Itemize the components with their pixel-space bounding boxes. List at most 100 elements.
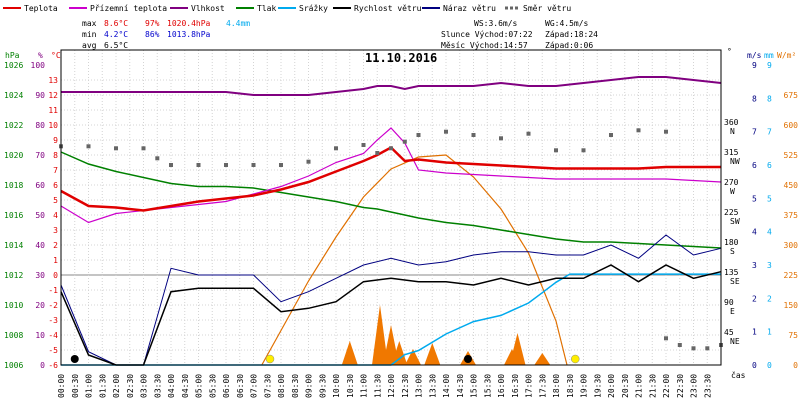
ms-tick-label: 8 xyxy=(752,94,757,103)
pct-tick-label: 70 xyxy=(35,151,45,160)
ground-temperature-line xyxy=(60,127,722,224)
mm-tick-label: 6 xyxy=(767,161,772,170)
x-tick-label: 19:00 xyxy=(580,374,589,398)
c-tick-label: -2 xyxy=(48,301,58,310)
c-tick-label: 1 xyxy=(53,256,58,265)
c-tick-label: 9 xyxy=(53,136,58,145)
moonset-info: Západ:0:06 xyxy=(545,41,593,50)
wm2-axis-label: W/m² xyxy=(777,51,796,60)
legend-item-naraz-vetru: Náraz větru xyxy=(422,4,496,13)
wind-direction-point xyxy=(416,133,421,137)
pct-tick-label: 20 xyxy=(35,301,45,310)
hpa-axis-label: hPa xyxy=(5,51,20,60)
wind-direction-point xyxy=(169,163,173,167)
ms-tick-label: 7 xyxy=(752,128,757,137)
dir-tick-label: 360 xyxy=(724,118,739,127)
mm-tick-label: 5 xyxy=(767,194,772,203)
legend-label-rychlost-vetru: Rychlost větru xyxy=(354,4,422,13)
wm2-tick-label: 375 xyxy=(784,211,799,220)
x-tick-label: 13:00 xyxy=(415,374,424,398)
sunshine-peak xyxy=(341,341,358,365)
dir-tick-label: 225 xyxy=(724,208,739,217)
c-tick-label: 6 xyxy=(53,181,58,190)
pct-tick-label: 100 xyxy=(31,61,46,70)
c-tick-label: 7 xyxy=(53,166,58,175)
hpa-tick-label: 1012 xyxy=(4,271,23,280)
wind-direction-point xyxy=(224,163,228,167)
stat-max-temp: 8.6°C xyxy=(104,19,128,28)
x-tick-label: 21:00 xyxy=(635,374,644,398)
x-tick-label: 16:00 xyxy=(497,374,506,398)
wind-direction-point xyxy=(402,139,407,144)
dir-name-label: S xyxy=(730,247,735,256)
x-tick-label: 12:00 xyxy=(387,374,396,398)
x-tick-label: 14:00 xyxy=(442,374,451,398)
wind-direction-point xyxy=(499,136,503,141)
dir-axis-label: ° xyxy=(727,47,732,56)
wind-gust-info: WG:4.5m/s xyxy=(545,19,589,28)
x-tick-label: 07:00 xyxy=(250,374,259,398)
wind-speed-info: WS:3.6m/s xyxy=(474,19,518,28)
c-tick-label: 10 xyxy=(48,121,58,130)
sunshine-peak xyxy=(534,353,551,365)
legend: Teplota Přízemní teplota Vlhkost Tlak Sr… xyxy=(3,4,571,13)
c-tick-label: -4 xyxy=(48,331,58,340)
stat-min-temp: 4.2°C xyxy=(104,30,128,39)
mm-tick-label: 8 xyxy=(767,94,772,103)
wind-gust-line xyxy=(60,234,722,366)
legend-item-vlhkost: Vlhkost xyxy=(170,4,225,13)
moonrise-info: Měsíc Východ:14:57 xyxy=(441,41,528,50)
dir-name-label: W xyxy=(730,187,735,196)
pct-tick-label: 90 xyxy=(35,91,45,100)
dir-name-label: NW xyxy=(730,157,740,166)
legend-label-vlhkost: Vlhkost xyxy=(191,4,225,13)
pct-tick-label: 0 xyxy=(40,361,45,370)
wind-direction-point xyxy=(306,159,311,164)
wind-direction-point xyxy=(251,163,256,167)
hpa-tick-label: 1014 xyxy=(4,241,23,250)
legend-item-tlak: Tlak xyxy=(236,4,276,13)
ms-tick-label: 2 xyxy=(752,294,757,303)
dir-tick-label: 135 xyxy=(724,268,739,277)
hpa-tick-label: 1016 xyxy=(4,211,23,220)
wm2-tick-label: 0 xyxy=(793,361,798,370)
sunshine-peak xyxy=(509,333,526,365)
dir-name-label: SE xyxy=(730,277,740,286)
hpa-tick-label: 1018 xyxy=(4,181,23,190)
x-tick-label: 00:00 xyxy=(57,374,66,398)
x-tick-label: 03:00 xyxy=(140,374,149,398)
x-tick-label: 05:30 xyxy=(208,374,217,398)
x-tick-label: 05:00 xyxy=(195,374,204,398)
hpa-tick-label: 1006 xyxy=(4,361,23,370)
x-tick-label: 01:30 xyxy=(98,374,107,398)
c-tick-label: -1 xyxy=(48,286,58,295)
moon-marker xyxy=(70,355,79,363)
c-tick-label: 4 xyxy=(53,211,58,220)
sunset-info: Západ:18:24 xyxy=(545,30,598,39)
dir-tick-label: 180 xyxy=(724,238,739,247)
moon-marker xyxy=(464,355,472,363)
x-tick-label: 23:30 xyxy=(703,374,712,398)
mm-tick-label: 1 xyxy=(767,328,772,337)
legend-label-prizemni-teplota: Přízemní teplota xyxy=(90,4,167,13)
stat-min-hum: 86% xyxy=(145,30,160,39)
wind-direction-point xyxy=(114,146,118,151)
wind-direction-point xyxy=(279,163,283,167)
wind-direction-point xyxy=(691,346,696,351)
dir-name-label: NE xyxy=(730,337,740,346)
wind-direction-point xyxy=(609,133,613,137)
legend-label-teplota: Teplota xyxy=(24,4,58,13)
wind-direction-point xyxy=(554,148,558,153)
rain-line xyxy=(61,273,721,366)
mm-tick-label: 0 xyxy=(767,361,772,370)
x-tick-label: 20:30 xyxy=(621,374,630,398)
wm2-tick-label: 600 xyxy=(784,121,799,130)
hpa-tick-label: 1026 xyxy=(4,61,23,70)
solar-radiation-line xyxy=(261,154,568,366)
x-tick-label: 01:00 xyxy=(85,374,94,398)
x-tick-label: 17:00 xyxy=(525,374,534,398)
sunshine-peak xyxy=(424,343,441,365)
humidity-line xyxy=(61,76,722,96)
x-tick-label: 10:30 xyxy=(346,374,355,398)
